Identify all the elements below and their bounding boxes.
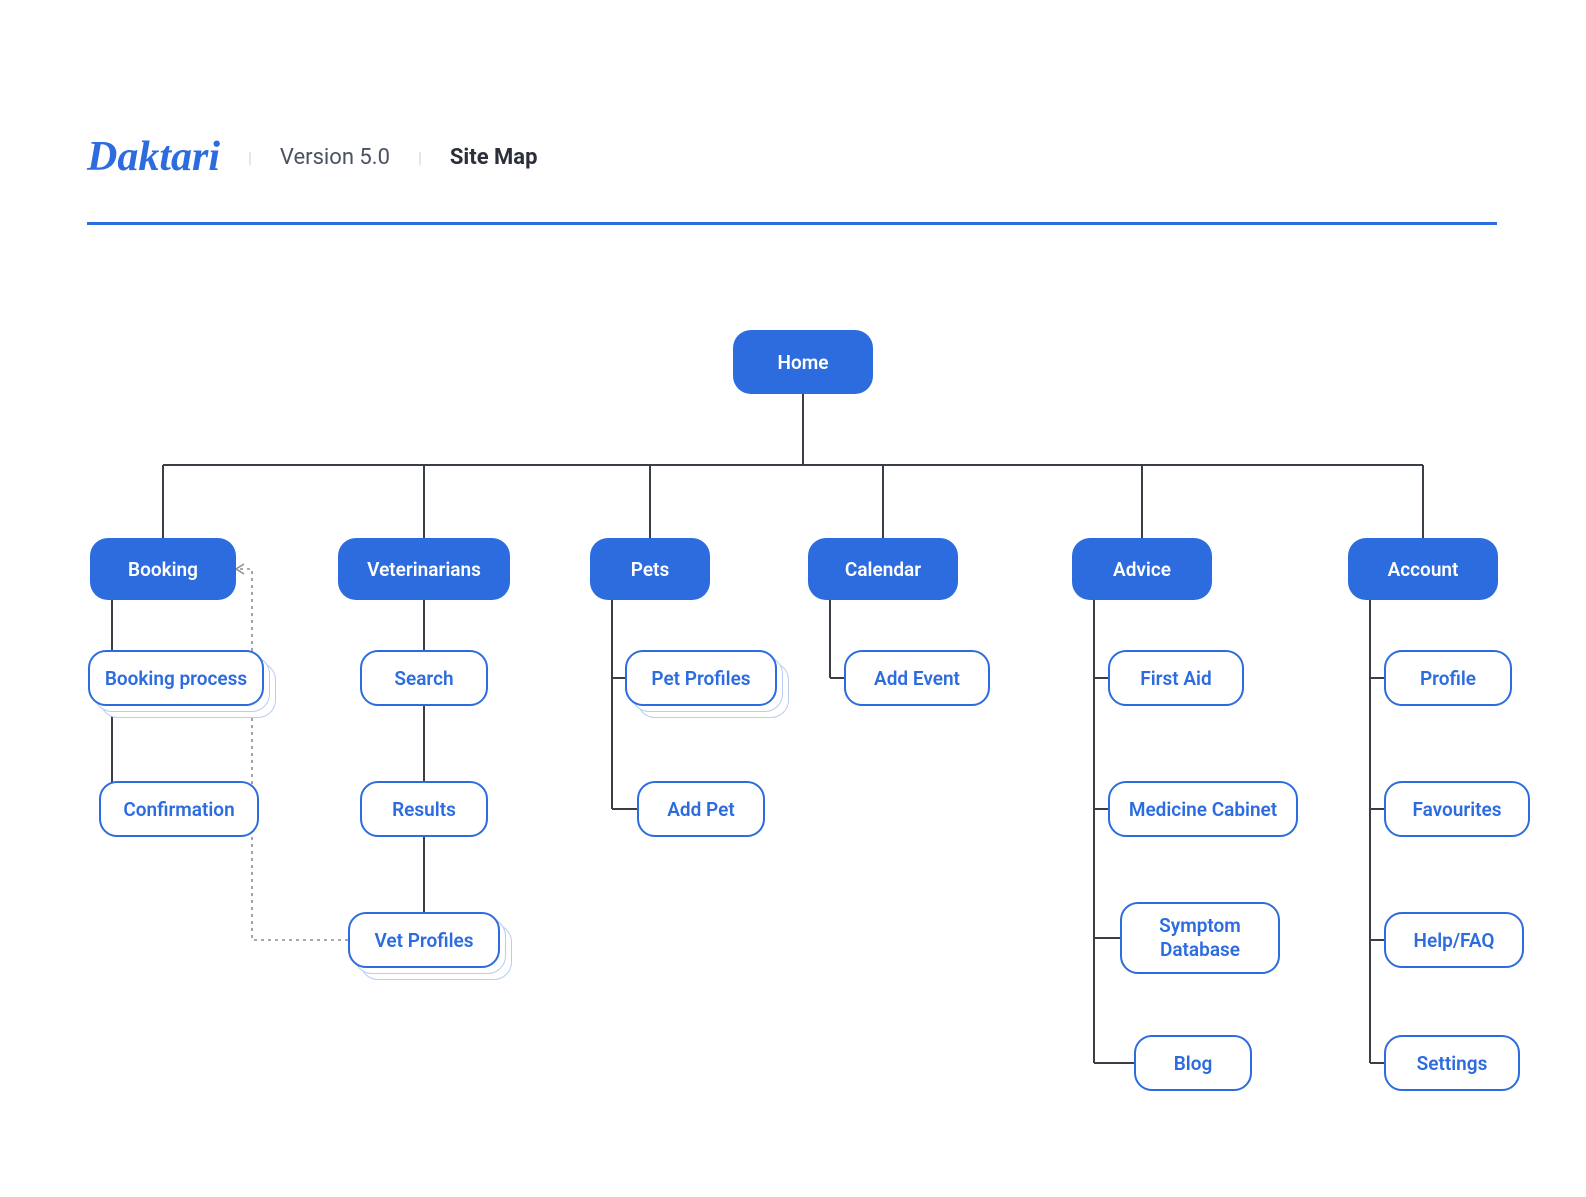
node-settings: Settings <box>1384 1035 1520 1091</box>
node-confirmation: Confirmation <box>99 781 259 837</box>
node-booking: Booking <box>90 538 236 600</box>
node-search: Search <box>360 650 488 706</box>
node-pet-profiles: Pet Profiles <box>625 650 777 706</box>
node-vet-profiles: Vet Profiles <box>348 912 500 968</box>
node-medicine-cabinet: Medicine Cabinet <box>1108 781 1298 837</box>
node-booking-process: Booking process <box>88 650 264 706</box>
node-pets: Pets <box>590 538 710 600</box>
sitemap-canvas: Daktari | Version 5.0 | Site Map Home Boo… <box>0 0 1586 1197</box>
page-title: Site Map <box>450 145 538 170</box>
node-symptom-database: Symptom Database <box>1120 902 1280 974</box>
version-label: Version 5.0 <box>280 145 390 170</box>
node-profile: Profile <box>1384 650 1512 706</box>
node-first-aid: First Aid <box>1108 650 1244 706</box>
separator: | <box>248 148 252 167</box>
header-rule <box>87 222 1497 225</box>
node-add-pet: Add Pet <box>637 781 765 837</box>
node-home: Home <box>733 330 873 394</box>
node-account: Account <box>1348 538 1498 600</box>
node-help-faq: Help/FAQ <box>1384 912 1524 968</box>
node-calendar: Calendar <box>808 538 958 600</box>
node-favourites: Favourites <box>1384 781 1530 837</box>
logo: Daktari <box>87 133 220 181</box>
node-advice: Advice <box>1072 538 1212 600</box>
header: Daktari | Version 5.0 | Site Map <box>87 132 537 182</box>
separator: | <box>418 148 422 167</box>
node-blog: Blog <box>1134 1035 1252 1091</box>
node-add-event: Add Event <box>844 650 990 706</box>
node-results: Results <box>360 781 488 837</box>
node-veterinarians: Veterinarians <box>338 538 510 600</box>
